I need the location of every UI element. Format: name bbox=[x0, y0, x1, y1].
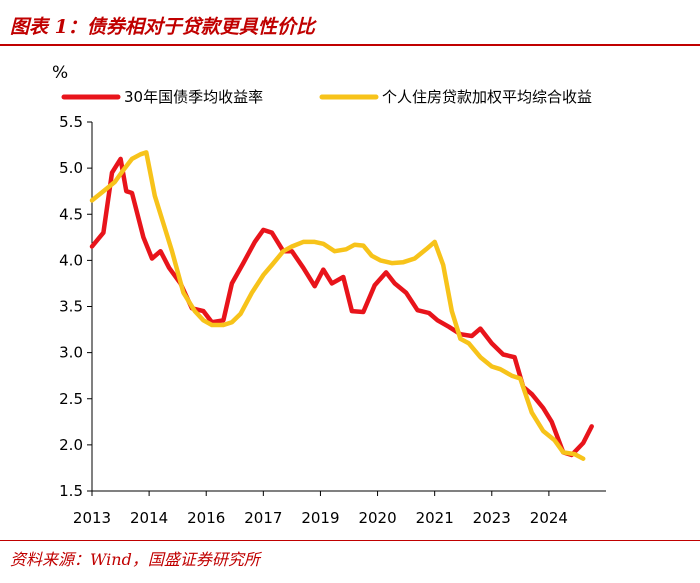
chart-title: 图表 1：债券相对于贷款更具性价比 bbox=[10, 16, 315, 38]
y-axis-unit: % bbox=[52, 63, 69, 83]
x-tick-label: 2017 bbox=[244, 509, 282, 527]
series-line-bond-yield bbox=[89, 156, 594, 458]
y-tick-label: 1.5 bbox=[59, 482, 83, 500]
source-note: 资料来源：Wind，国盛证券研究所 bbox=[10, 550, 260, 569]
y-tick-label: 5.5 bbox=[59, 113, 83, 131]
x-tick-label: 2013 bbox=[73, 509, 111, 527]
y-tick-label: 4.5 bbox=[59, 205, 83, 223]
source-divider bbox=[0, 540, 700, 541]
y-tick-label: 2.5 bbox=[59, 390, 83, 408]
x-tick-label: 2020 bbox=[358, 509, 396, 527]
title-divider bbox=[0, 44, 700, 46]
x-tick-label: 2024 bbox=[530, 509, 568, 527]
legend-label-mortgage-yield: 个人住房贷款加权平均综合收益 bbox=[382, 88, 592, 106]
x-tick-label: 2016 bbox=[187, 509, 225, 527]
x-tick-label: 2021 bbox=[416, 509, 454, 527]
x-tick-label: 2014 bbox=[130, 509, 168, 527]
y-tick-label: 4.0 bbox=[59, 251, 83, 269]
x-tick-label: 2023 bbox=[473, 509, 511, 527]
line-chart: 5.5 5.0 4.5 4.0 3.5 3.0 2.5 2.0 1.5 2013 2014 2016 2… bbox=[59, 88, 606, 527]
legend-label-bond-yield: 30年国债季均收益率 bbox=[124, 88, 263, 106]
y-tick-label: 5.0 bbox=[59, 159, 83, 177]
series-line-mortgage-yield bbox=[89, 150, 586, 461]
y-tick-label: 2.0 bbox=[59, 436, 83, 454]
y-tick-label: 3.0 bbox=[59, 344, 83, 362]
x-tick-label: 2019 bbox=[301, 509, 339, 527]
y-tick-label: 3.5 bbox=[59, 298, 83, 316]
